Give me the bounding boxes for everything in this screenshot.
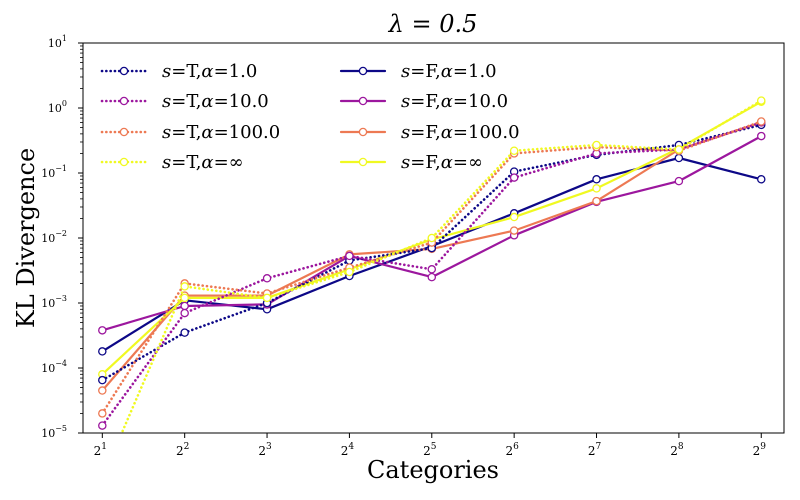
data-point bbox=[180, 301, 189, 311]
plot-frame bbox=[82, 42, 785, 434]
y-tick-label: 10−1 bbox=[41, 164, 67, 180]
data-point bbox=[98, 421, 107, 430]
data-point bbox=[757, 117, 766, 126]
y-tick-label: 101 bbox=[48, 34, 67, 50]
legend-marker bbox=[358, 157, 368, 167]
data-point bbox=[757, 131, 766, 141]
legend-label: s=F,α=100.0 bbox=[401, 122, 520, 143]
data-point bbox=[262, 274, 272, 283]
data-point bbox=[509, 212, 519, 222]
data-point bbox=[180, 308, 189, 318]
chart-title: λ = 0.5 bbox=[388, 10, 478, 38]
legend-item: s=F,α=100.0 bbox=[339, 122, 520, 143]
y-tick-label: 10−5 bbox=[41, 424, 67, 440]
legend-item: s=T,α=1.0 bbox=[100, 61, 257, 82]
y-tick-label: 10−3 bbox=[41, 294, 67, 310]
data-point bbox=[757, 175, 766, 184]
legend-label: s=T,α=∞ bbox=[162, 152, 244, 173]
series-lines bbox=[98, 96, 766, 433]
legend-item: s=T,α=∞ bbox=[100, 152, 244, 173]
legend-item: s=T,α=10.0 bbox=[100, 91, 269, 112]
legend-marker bbox=[358, 127, 368, 137]
data-point bbox=[98, 375, 107, 385]
legend-label: s=T,α=1.0 bbox=[162, 61, 257, 82]
x-tick-label: 28 bbox=[670, 442, 684, 458]
data-point bbox=[674, 153, 684, 163]
data-point bbox=[509, 146, 519, 155]
x-tick-label: 23 bbox=[258, 442, 272, 458]
data-point bbox=[592, 196, 601, 206]
data-point bbox=[592, 140, 601, 150]
data-point bbox=[98, 386, 107, 395]
y-tick-label: 100 bbox=[48, 99, 67, 115]
legend-label: s=T,α=100.0 bbox=[162, 122, 280, 143]
legend-label: s=F,α=∞ bbox=[401, 152, 483, 173]
data-point bbox=[757, 96, 766, 105]
legend-marker bbox=[358, 96, 368, 106]
data-point bbox=[180, 282, 189, 291]
legend-label: s=T,α=10.0 bbox=[162, 91, 269, 112]
x-tick-label: 29 bbox=[753, 442, 767, 458]
x-tick-label: 26 bbox=[505, 442, 519, 458]
legend-marker bbox=[119, 96, 129, 106]
data-point bbox=[98, 326, 107, 335]
legend: s=T,α=1.0 s=T,α=10.0 s=T,α=100.0 s=T,α=∞ s=F… bbox=[100, 61, 520, 173]
data-point bbox=[98, 347, 107, 356]
series-line-sT-0 bbox=[101, 123, 763, 382]
legend-label: s=F,α=1.0 bbox=[401, 61, 497, 82]
data-point bbox=[509, 226, 519, 235]
legend-item: s=F,α=1.0 bbox=[339, 61, 497, 82]
axis-ticks: 21 22 23 24 25 26 27 28 29 10−5 10−4 10−3 10−2 10−1 10… bbox=[41, 34, 766, 458]
data-point bbox=[345, 267, 354, 277]
x-tick-label: 21 bbox=[94, 442, 107, 458]
legend-item: s=T,α=100.0 bbox=[100, 122, 280, 143]
legend-marker bbox=[358, 66, 368, 76]
series-line-sT-1 bbox=[101, 121, 763, 427]
series-line-sF-4 bbox=[101, 156, 763, 353]
y-tick-label: 10−4 bbox=[41, 359, 67, 375]
legend-label: s=F,α=10.0 bbox=[401, 91, 508, 112]
legend-marker bbox=[119, 66, 129, 76]
legend-item: s=F,α=∞ bbox=[339, 152, 483, 173]
data-point bbox=[592, 175, 601, 184]
legend-item: s=F,α=10.0 bbox=[339, 91, 508, 112]
data-point bbox=[262, 293, 272, 303]
data-point bbox=[180, 293, 189, 303]
data-point bbox=[180, 328, 189, 337]
legend-marker bbox=[119, 157, 129, 167]
data-point bbox=[674, 176, 684, 186]
x-tick-label: 27 bbox=[588, 442, 602, 458]
data-point bbox=[345, 251, 354, 261]
data-point bbox=[509, 173, 519, 182]
y-tick-label: 10−2 bbox=[41, 229, 67, 245]
x-axis-label: Categories bbox=[367, 456, 499, 484]
data-point bbox=[427, 233, 437, 243]
y-axis-label: KL Divergence bbox=[12, 148, 40, 328]
data-point bbox=[427, 272, 437, 282]
data-point bbox=[98, 409, 107, 418]
x-tick-label: 24 bbox=[341, 442, 355, 458]
legend-marker bbox=[119, 127, 129, 137]
data-point bbox=[592, 184, 601, 193]
data-point bbox=[427, 265, 437, 274]
x-tick-label: 25 bbox=[423, 442, 437, 458]
data-point bbox=[674, 145, 684, 154]
x-tick-label: 22 bbox=[176, 442, 189, 458]
